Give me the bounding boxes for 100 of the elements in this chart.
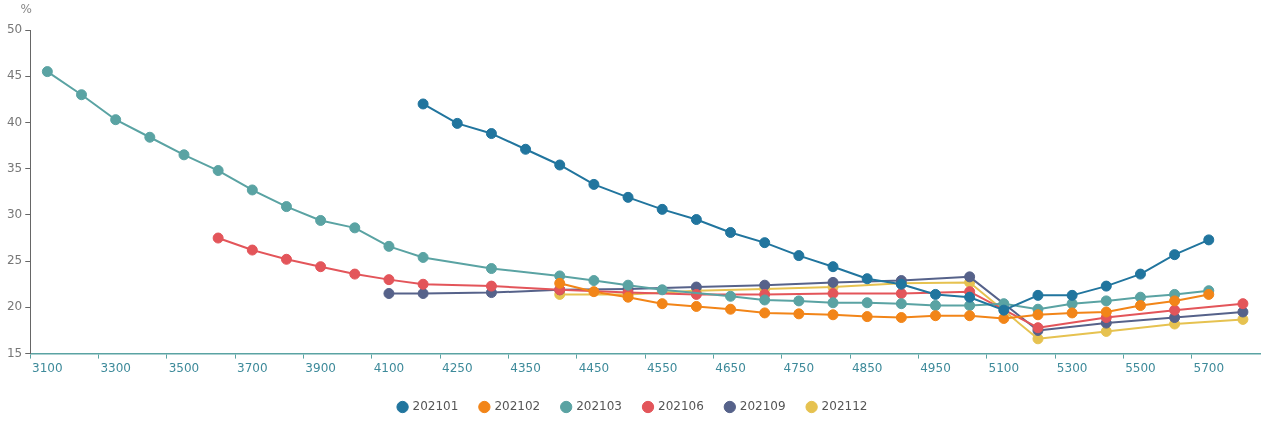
point <box>929 300 941 312</box>
point <box>964 310 976 322</box>
x-tick-label: 4750 <box>783 360 815 375</box>
point <box>1169 304 1181 316</box>
point <box>861 273 873 285</box>
point <box>485 128 497 140</box>
point <box>41 66 53 78</box>
x-tick-label: 5500 <box>1125 360 1156 375</box>
point <box>212 232 224 244</box>
point <box>725 226 737 238</box>
point <box>451 117 463 129</box>
point <box>212 165 224 177</box>
point <box>656 203 668 215</box>
point <box>1100 280 1112 292</box>
x-tick-label: 4850 <box>851 360 883 375</box>
point <box>1032 309 1044 321</box>
point <box>246 184 258 196</box>
point <box>622 191 634 203</box>
point <box>690 214 702 226</box>
legend-label: 202103 <box>576 399 622 414</box>
point <box>246 244 258 256</box>
point <box>280 253 292 265</box>
legend-label: 202109 <box>739 399 786 414</box>
legend-label: 202112 <box>821 399 868 414</box>
y-tick-label: 45 <box>6 68 23 83</box>
point <box>315 261 327 273</box>
point <box>588 286 600 298</box>
point <box>827 288 839 299</box>
point <box>759 294 771 306</box>
point <box>759 307 771 319</box>
x-tick-label: 3300 <box>100 360 131 375</box>
point <box>1066 289 1078 301</box>
point <box>588 275 600 287</box>
point <box>349 222 361 234</box>
point <box>178 149 190 161</box>
point <box>827 309 839 321</box>
point <box>588 178 600 190</box>
x-tick-label: 4450 <box>578 360 610 375</box>
point <box>1066 307 1078 319</box>
x-tick-label: 5300 <box>1056 360 1088 375</box>
point <box>929 288 941 300</box>
y-tick-label: 20 <box>6 299 23 314</box>
point <box>793 308 805 320</box>
point <box>827 261 839 273</box>
point <box>964 291 976 303</box>
point <box>485 280 497 292</box>
point <box>1134 268 1146 280</box>
point <box>759 237 771 249</box>
x-tick-label: 3500 <box>168 360 200 375</box>
point <box>656 298 668 310</box>
x-tick-label: 5100 <box>988 360 1020 375</box>
x-tick-label: 5700 <box>1193 360 1225 375</box>
point <box>144 131 156 143</box>
point <box>349 268 361 280</box>
point <box>520 143 532 155</box>
x-tick-label: 4950 <box>920 360 951 375</box>
point <box>76 89 88 101</box>
x-tick-label: 4250 <box>441 360 473 375</box>
point <box>315 214 327 226</box>
point <box>1237 298 1249 310</box>
point <box>1203 234 1215 246</box>
point <box>554 159 566 171</box>
point <box>827 297 839 309</box>
y-tick-label: 15 <box>6 345 23 360</box>
point <box>998 304 1010 316</box>
legend-label: 202102 <box>494 399 541 414</box>
point <box>895 298 907 310</box>
point <box>110 114 122 126</box>
legend-label: 202106 <box>658 399 704 414</box>
point <box>793 295 805 307</box>
x-tick-label: 3100 <box>32 360 63 375</box>
y-tick-label: 30 <box>6 207 23 222</box>
point <box>725 290 737 302</box>
point <box>383 288 395 299</box>
point <box>1169 295 1181 307</box>
x-tick-label: 4350 <box>510 360 541 375</box>
point <box>895 288 907 299</box>
point <box>1134 300 1146 312</box>
point <box>1100 295 1112 307</box>
point <box>554 277 566 289</box>
point <box>383 274 395 286</box>
point <box>485 263 497 275</box>
point <box>417 278 429 290</box>
x-tick-label: 3700 <box>237 360 268 375</box>
x-tick-label: 4100 <box>373 360 405 375</box>
point <box>383 240 395 252</box>
legend-label: 202101 <box>412 399 459 414</box>
point <box>622 279 634 291</box>
point <box>827 276 839 288</box>
point <box>656 284 668 296</box>
x-tick-label: 4650 <box>715 360 746 375</box>
point <box>417 98 429 110</box>
y-tick-label: 25 <box>6 253 23 268</box>
point <box>1032 289 1044 301</box>
point <box>895 312 907 324</box>
point <box>964 271 976 283</box>
point <box>861 297 873 309</box>
y-tick-label: 40 <box>6 114 23 129</box>
point <box>690 300 702 312</box>
point <box>929 310 941 322</box>
